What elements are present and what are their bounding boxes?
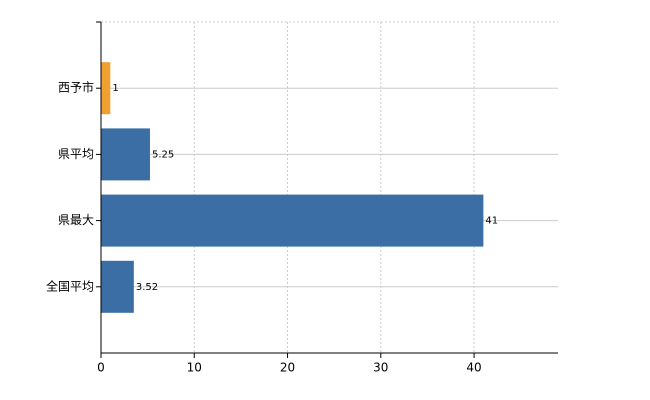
x-tick-label: 20 [280,361,295,375]
y-tick-label: 県平均 [58,147,94,161]
x-tick-label: 10 [187,361,202,375]
data-label: 41 [485,216,498,227]
data-label: 5.25 [152,149,174,160]
x-tick-label: 40 [466,361,481,375]
y-tick-label: 県最大 [58,213,94,227]
y-tick-label: 全国平均 [46,278,94,293]
y-tick-label: 西予市 [58,80,94,95]
bar [101,194,484,247]
x-tick-label: 0 [97,361,105,375]
bar [101,260,134,313]
data-label: 3.52 [136,282,158,293]
x-tick-label: 30 [373,361,388,375]
data-label: 1 [112,83,118,94]
bar [101,62,111,115]
bar [101,128,150,181]
